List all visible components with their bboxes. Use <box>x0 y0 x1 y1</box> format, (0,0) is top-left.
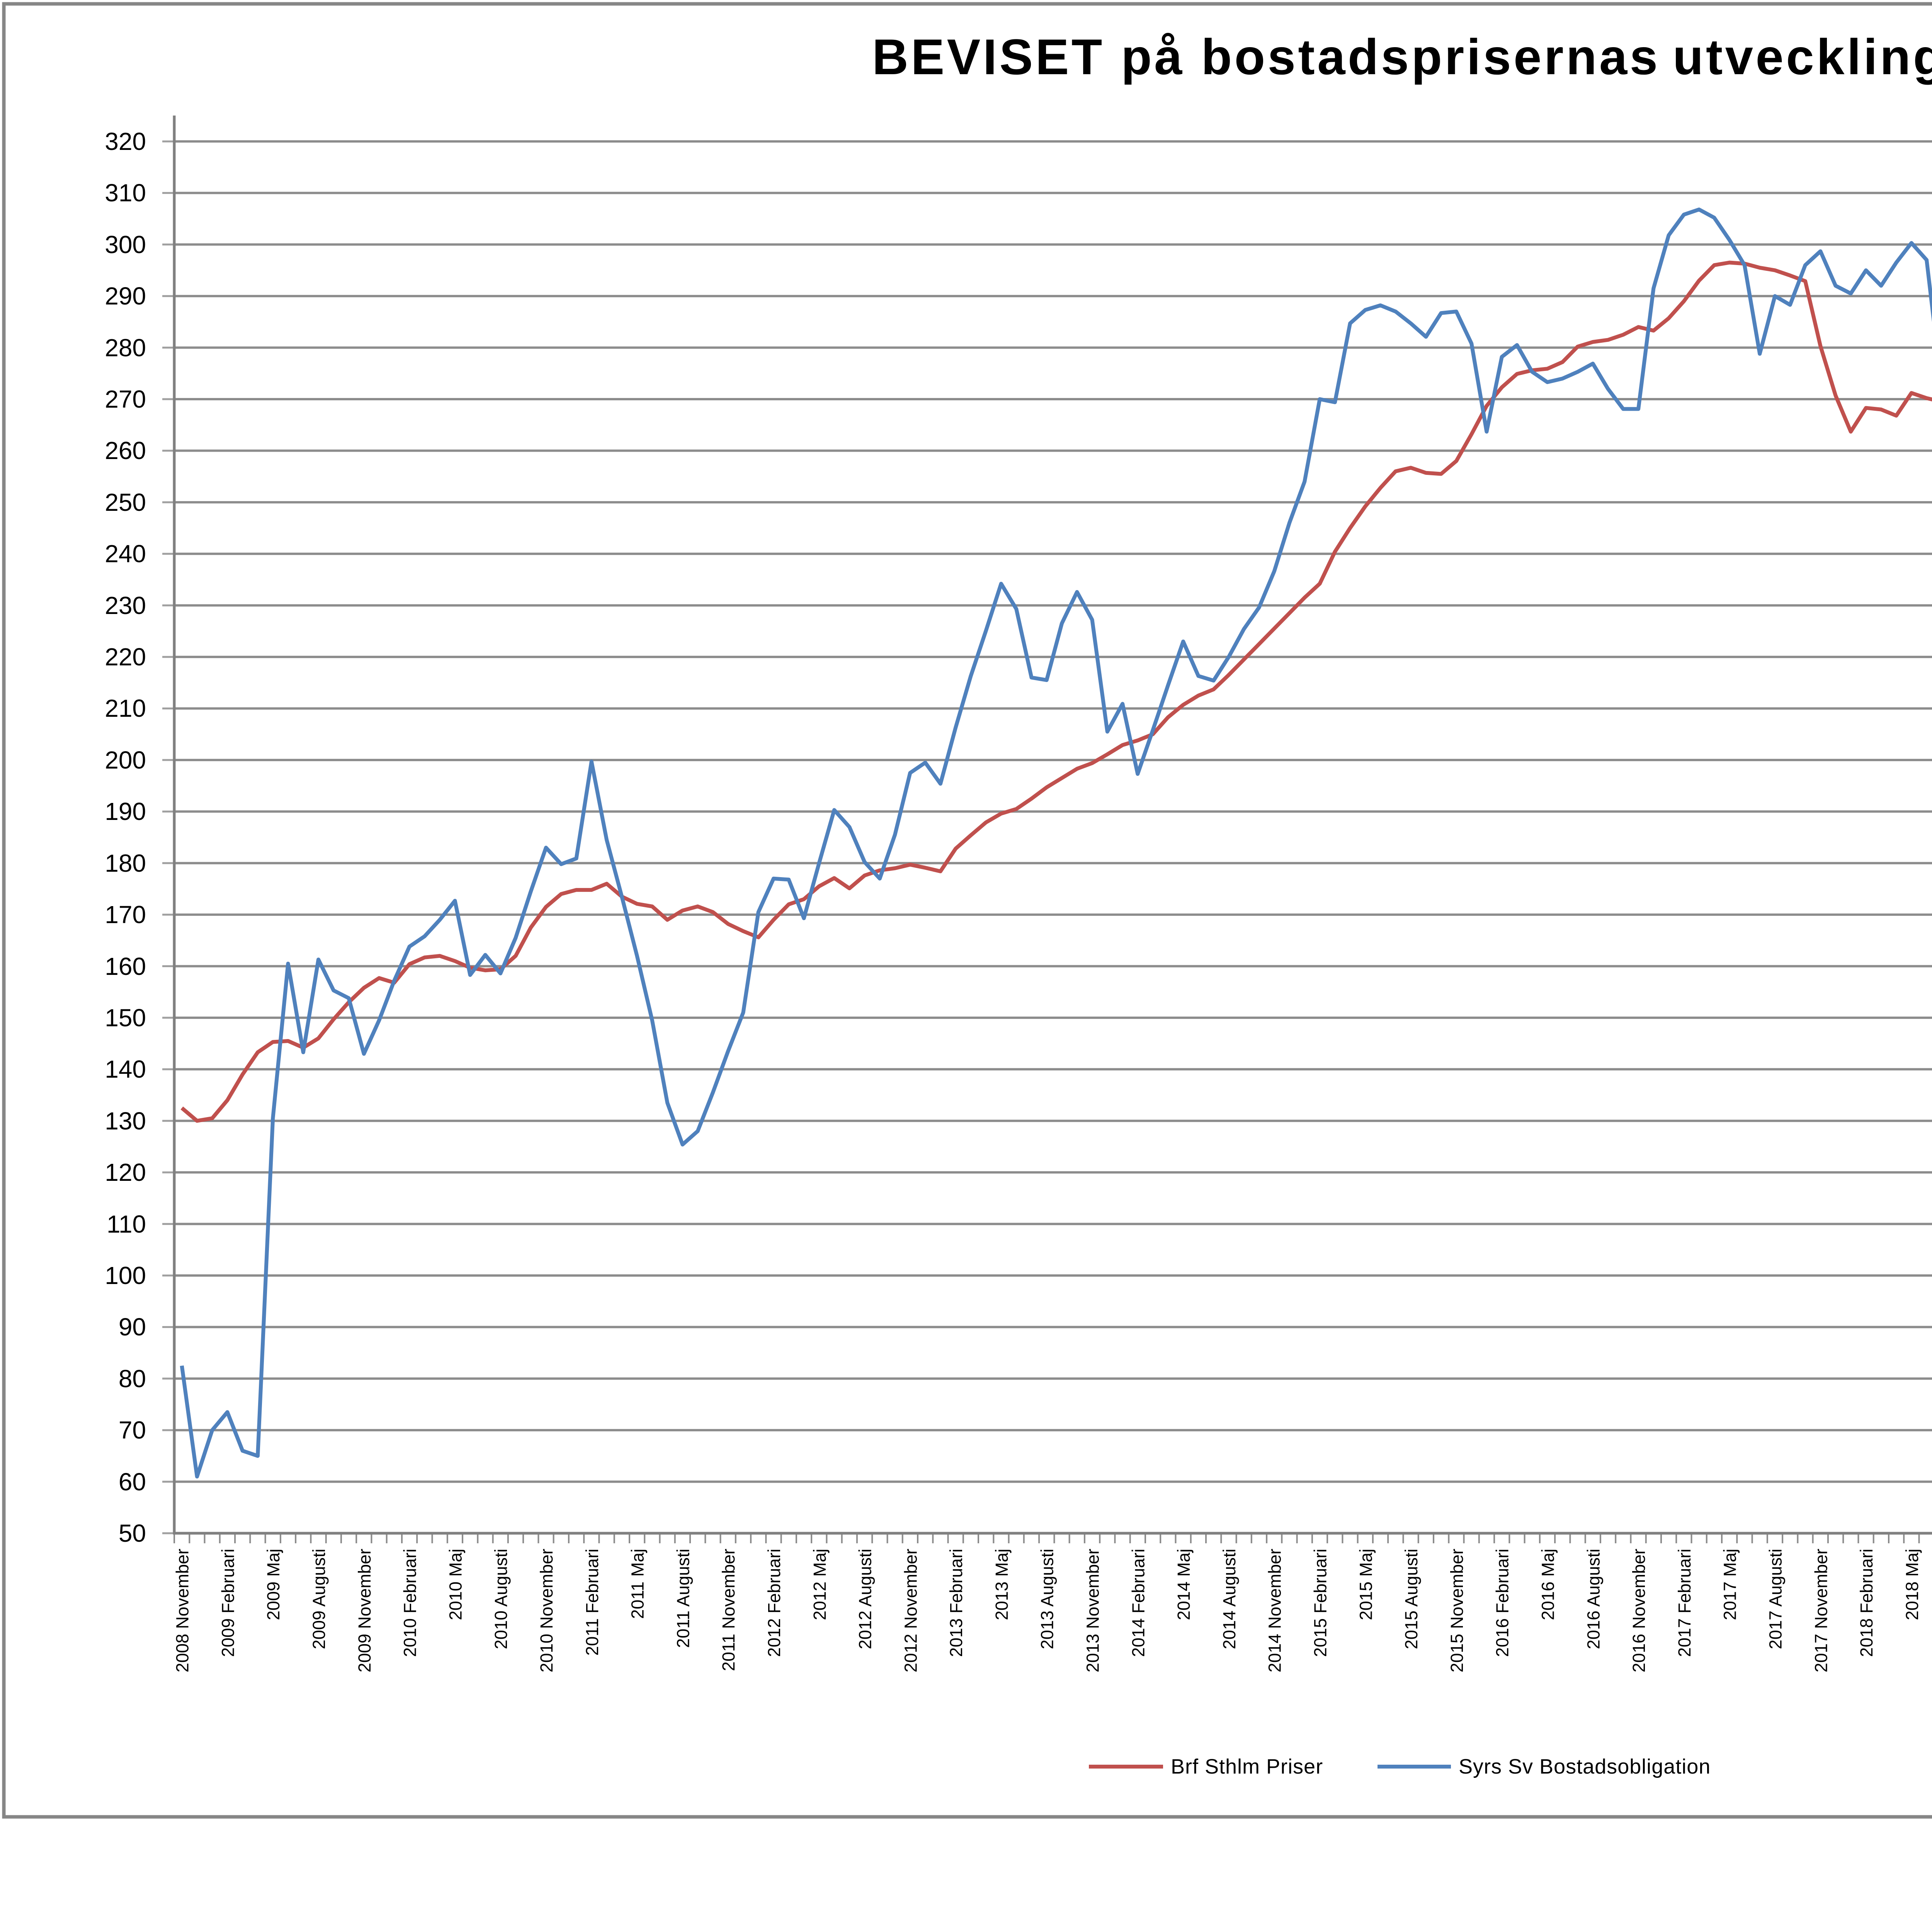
svg-text:2015 Februari: 2015 Februari <box>1311 1549 1330 1657</box>
svg-text:Brf Sthlm Priser: Brf Sthlm Priser <box>1171 1755 1323 1778</box>
svg-text:90: 90 <box>119 1313 146 1341</box>
svg-text:2010 November: 2010 November <box>537 1549 556 1672</box>
svg-text:BEVISET på bostadsprisernas ut: BEVISET på bostadsprisernas utveckling <box>872 29 1932 85</box>
svg-text:160: 160 <box>105 952 146 980</box>
svg-text:300: 300 <box>105 231 146 259</box>
svg-text:2011 Februari: 2011 Februari <box>582 1549 602 1656</box>
svg-text:140: 140 <box>105 1055 146 1083</box>
svg-text:2015 Maj: 2015 Maj <box>1356 1549 1376 1620</box>
svg-text:2017 Maj: 2017 Maj <box>1720 1549 1740 1620</box>
svg-text:2008 November: 2008 November <box>173 1549 192 1672</box>
svg-text:2016 Maj: 2016 Maj <box>1538 1549 1558 1620</box>
svg-text:2011 November: 2011 November <box>719 1549 738 1671</box>
svg-text:2014 November: 2014 November <box>1265 1549 1285 1672</box>
svg-text:110: 110 <box>107 1210 146 1238</box>
svg-text:180: 180 <box>105 849 146 877</box>
svg-text:230: 230 <box>105 592 146 619</box>
svg-text:2016 November: 2016 November <box>1629 1549 1649 1672</box>
svg-text:2016 Augusti: 2016 Augusti <box>1583 1549 1603 1649</box>
svg-text:2016 Februari: 2016 Februari <box>1493 1549 1512 1657</box>
svg-text:220: 220 <box>105 643 146 671</box>
svg-text:2013 Maj: 2013 Maj <box>992 1549 1012 1620</box>
svg-text:170: 170 <box>105 901 146 929</box>
svg-text:120: 120 <box>105 1158 146 1186</box>
svg-text:2011 Augusti: 2011 Augusti <box>673 1549 693 1648</box>
svg-text:130: 130 <box>105 1107 146 1135</box>
svg-text:2017 Augusti: 2017 Augusti <box>1766 1549 1786 1649</box>
svg-text:2012 Maj: 2012 Maj <box>810 1549 830 1620</box>
svg-text:210: 210 <box>105 694 146 722</box>
svg-text:2012 Augusti: 2012 Augusti <box>855 1549 875 1649</box>
svg-text:2018 Februari: 2018 Februari <box>1857 1549 1876 1657</box>
svg-text:320: 320 <box>105 128 146 155</box>
svg-text:270: 270 <box>105 385 146 413</box>
svg-text:2010 Augusti: 2010 Augusti <box>491 1549 511 1649</box>
svg-text:2013 Februari: 2013 Februari <box>946 1549 966 1657</box>
svg-text:260: 260 <box>105 437 146 464</box>
svg-text:2010 Maj: 2010 Maj <box>446 1549 465 1620</box>
svg-text:150: 150 <box>105 1004 146 1032</box>
svg-text:240: 240 <box>105 540 146 568</box>
svg-text:2009 Maj: 2009 Maj <box>264 1549 283 1620</box>
svg-text:310: 310 <box>105 179 146 207</box>
svg-text:2017 November: 2017 November <box>1811 1549 1831 1672</box>
svg-text:290: 290 <box>105 282 146 310</box>
svg-text:80: 80 <box>119 1365 146 1393</box>
svg-text:190: 190 <box>105 798 146 825</box>
svg-text:280: 280 <box>105 334 146 362</box>
svg-text:2014 Maj: 2014 Maj <box>1174 1549 1194 1620</box>
svg-text:2012 Februari: 2012 Februari <box>764 1549 784 1657</box>
svg-text:2013 November: 2013 November <box>1083 1549 1103 1672</box>
svg-text:2011 Maj: 2011 Maj <box>628 1549 648 1619</box>
svg-text:Syrs Sv Bostadsobligation: Syrs Sv Bostadsobligation <box>1459 1755 1711 1778</box>
svg-text:60: 60 <box>119 1468 146 1496</box>
svg-text:200: 200 <box>105 746 146 774</box>
svg-text:2014 Februari: 2014 Februari <box>1128 1549 1148 1657</box>
svg-text:2012 November: 2012 November <box>901 1549 920 1672</box>
svg-text:2015 November: 2015 November <box>1447 1549 1467 1672</box>
svg-text:2009 November: 2009 November <box>355 1549 374 1672</box>
svg-text:2009 Februari: 2009 Februari <box>218 1549 238 1657</box>
svg-text:2017 Februari: 2017 Februari <box>1675 1549 1694 1657</box>
svg-text:250: 250 <box>105 488 146 516</box>
svg-text:2015 Augusti: 2015 Augusti <box>1401 1549 1421 1649</box>
svg-text:2009 Augusti: 2009 Augusti <box>309 1549 329 1649</box>
svg-text:2014 Augusti: 2014 Augusti <box>1219 1549 1239 1649</box>
svg-text:2018 Maj: 2018 Maj <box>1902 1549 1922 1620</box>
svg-text:50: 50 <box>119 1519 146 1547</box>
svg-text:100: 100 <box>105 1262 146 1289</box>
svg-text:2013 Augusti: 2013 Augusti <box>1037 1549 1057 1649</box>
svg-text:70: 70 <box>119 1416 146 1444</box>
svg-text:2010 Februari: 2010 Februari <box>400 1549 420 1657</box>
